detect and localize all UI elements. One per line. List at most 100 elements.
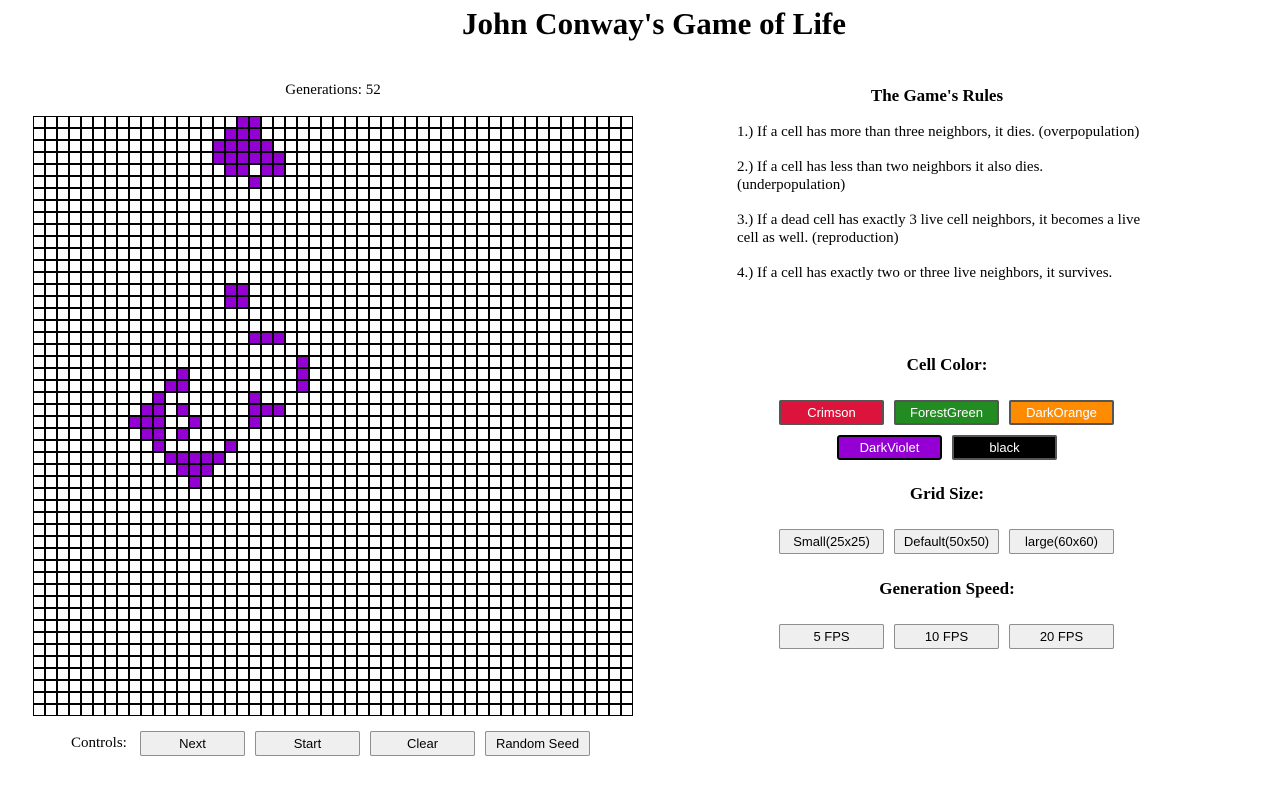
grid-cell[interactable] xyxy=(297,464,309,476)
grid-cell[interactable] xyxy=(213,656,225,668)
speed-5fps-button[interactable]: 5 FPS xyxy=(779,624,884,649)
grid-cell[interactable] xyxy=(105,536,117,548)
grid-cell[interactable] xyxy=(225,248,237,260)
grid-cell[interactable] xyxy=(621,236,633,248)
grid-cell[interactable] xyxy=(585,140,597,152)
grid-cell[interactable] xyxy=(297,692,309,704)
grid-cell[interactable] xyxy=(177,164,189,176)
grid-cell[interactable] xyxy=(309,512,321,524)
grid-cell[interactable] xyxy=(345,428,357,440)
grid-cell[interactable] xyxy=(381,188,393,200)
grid-cell[interactable] xyxy=(537,428,549,440)
grid-cell[interactable] xyxy=(57,116,69,128)
grid-cell[interactable] xyxy=(165,296,177,308)
grid-cell[interactable] xyxy=(249,356,261,368)
grid-cell[interactable] xyxy=(549,644,561,656)
grid-cell[interactable] xyxy=(561,668,573,680)
grid-cell[interactable] xyxy=(549,464,561,476)
grid-cell[interactable] xyxy=(201,224,213,236)
grid-cell[interactable] xyxy=(213,704,225,716)
grid-cell[interactable] xyxy=(477,656,489,668)
grid-cell[interactable] xyxy=(213,404,225,416)
grid-cell[interactable] xyxy=(309,236,321,248)
grid-cell[interactable] xyxy=(537,404,549,416)
grid-cell[interactable] xyxy=(189,260,201,272)
grid-cell[interactable] xyxy=(585,596,597,608)
grid-cell[interactable] xyxy=(477,236,489,248)
grid-cell[interactable] xyxy=(477,128,489,140)
grid-cell[interactable] xyxy=(333,632,345,644)
grid-cell[interactable] xyxy=(417,428,429,440)
grid-cell[interactable] xyxy=(237,692,249,704)
grid-cell[interactable] xyxy=(513,488,525,500)
grid-cell[interactable] xyxy=(441,332,453,344)
grid-cell[interactable] xyxy=(45,644,57,656)
live-cell[interactable] xyxy=(177,404,189,416)
grid-cell[interactable] xyxy=(573,536,585,548)
grid-cell[interactable] xyxy=(405,116,417,128)
live-cell[interactable] xyxy=(249,116,261,128)
grid-cell[interactable] xyxy=(117,440,129,452)
grid-cell[interactable] xyxy=(285,464,297,476)
color-crimson-button[interactable]: Crimson xyxy=(779,400,884,425)
grid-cell[interactable] xyxy=(117,704,129,716)
live-cell[interactable] xyxy=(297,356,309,368)
grid-cell[interactable] xyxy=(585,680,597,692)
grid-cell[interactable] xyxy=(441,656,453,668)
grid-cell[interactable] xyxy=(393,176,405,188)
grid-cell[interactable] xyxy=(249,584,261,596)
grid-cell[interactable] xyxy=(261,440,273,452)
grid-cell[interactable] xyxy=(309,632,321,644)
grid-cell[interactable] xyxy=(405,332,417,344)
grid-cell[interactable] xyxy=(213,260,225,272)
grid-cell[interactable] xyxy=(165,620,177,632)
grid-cell[interactable] xyxy=(393,140,405,152)
grid-cell[interactable] xyxy=(189,584,201,596)
grid-cell[interactable] xyxy=(585,536,597,548)
grid-cell[interactable] xyxy=(165,596,177,608)
grid-cell[interactable] xyxy=(117,452,129,464)
grid-cell[interactable] xyxy=(297,416,309,428)
grid-cell[interactable] xyxy=(321,356,333,368)
grid-cell[interactable] xyxy=(453,560,465,572)
grid-cell[interactable] xyxy=(153,200,165,212)
grid-cell[interactable] xyxy=(537,212,549,224)
grid-cell[interactable] xyxy=(81,356,93,368)
grid-cell[interactable] xyxy=(33,704,45,716)
grid-cell[interactable] xyxy=(333,596,345,608)
grid-cell[interactable] xyxy=(57,500,69,512)
grid-cell[interactable] xyxy=(597,260,609,272)
grid-cell[interactable] xyxy=(177,584,189,596)
grid-cell[interactable] xyxy=(45,164,57,176)
grid-cell[interactable] xyxy=(477,560,489,572)
grid-cell[interactable] xyxy=(189,152,201,164)
grid-cell[interactable] xyxy=(585,236,597,248)
grid-cell[interactable] xyxy=(273,464,285,476)
grid-cell[interactable] xyxy=(393,128,405,140)
grid-cell[interactable] xyxy=(81,440,93,452)
grid-cell[interactable] xyxy=(129,512,141,524)
grid-cell[interactable] xyxy=(465,368,477,380)
grid-cell[interactable] xyxy=(141,272,153,284)
grid-cell[interactable] xyxy=(285,308,297,320)
grid-cell[interactable] xyxy=(525,596,537,608)
grid-cell[interactable] xyxy=(585,164,597,176)
live-cell[interactable] xyxy=(189,464,201,476)
grid-cell[interactable] xyxy=(465,236,477,248)
grid-cell[interactable] xyxy=(105,632,117,644)
grid-cell[interactable] xyxy=(93,644,105,656)
grid-cell[interactable] xyxy=(585,704,597,716)
grid-cell[interactable] xyxy=(57,656,69,668)
grid-cell[interactable] xyxy=(225,524,237,536)
grid-cell[interactable] xyxy=(501,236,513,248)
grid-cell[interactable] xyxy=(141,560,153,572)
grid-cell[interactable] xyxy=(453,344,465,356)
grid-cell[interactable] xyxy=(453,272,465,284)
grid-cell[interactable] xyxy=(285,596,297,608)
grid-cell[interactable] xyxy=(177,692,189,704)
grid-cell[interactable] xyxy=(393,620,405,632)
grid-cell[interactable] xyxy=(513,584,525,596)
grid-cell[interactable] xyxy=(453,356,465,368)
grid-cell[interactable] xyxy=(285,632,297,644)
grid-cell[interactable] xyxy=(369,224,381,236)
